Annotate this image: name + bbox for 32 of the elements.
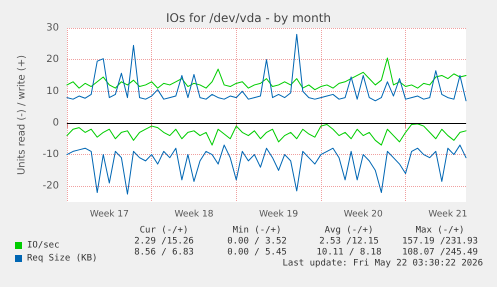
text: Avg (-/+)	[324, 226, 374, 236]
y-axis-title: Units read (-) / write (+)	[16, 54, 28, 176]
legend-label: Req Size (KB)	[27, 254, 98, 264]
x-tick-label: Week 17	[90, 210, 129, 220]
text: 10.11 / 8.18	[316, 248, 382, 258]
text: 108.07 /245.49	[402, 248, 478, 258]
line-series	[66, 144, 466, 195]
text: 8.56 / 6.83	[134, 248, 194, 258]
x-tick-label: Week 21	[428, 210, 468, 220]
x-tick-label: Week 18	[174, 210, 214, 220]
text: Last update: Fri May 22 03:30:22 2026	[282, 258, 483, 268]
y-tick-label: 30	[46, 22, 59, 34]
legend-label: IO/sec	[27, 240, 60, 250]
text: Min (-/+)	[232, 226, 282, 236]
y-tick-label: 10	[46, 86, 59, 97]
y-tick-label: -10	[42, 149, 59, 160]
x-tick-label: Week 20	[344, 210, 383, 220]
text: 0.00 / 3.52	[227, 236, 287, 246]
text: Cur (-/+)	[140, 226, 188, 236]
text: 0.00 / 5.45	[227, 248, 287, 258]
line-series	[66, 34, 466, 102]
y-tick-label: -20	[42, 180, 59, 192]
y-tick-label: 20	[46, 54, 59, 66]
line-series	[66, 123, 466, 146]
text: Max (-/+)	[416, 226, 464, 236]
line-series	[66, 58, 466, 90]
text: 2.53 /12.15	[319, 236, 379, 246]
text: 157.19 /231.93	[402, 236, 478, 246]
text: 2.29 /15.26	[134, 236, 194, 246]
x-tick-label: Week 19	[259, 210, 298, 220]
chart-title: IOs for /dev/vda - by month	[166, 11, 332, 25]
y-tick-label: 0	[52, 117, 59, 128]
